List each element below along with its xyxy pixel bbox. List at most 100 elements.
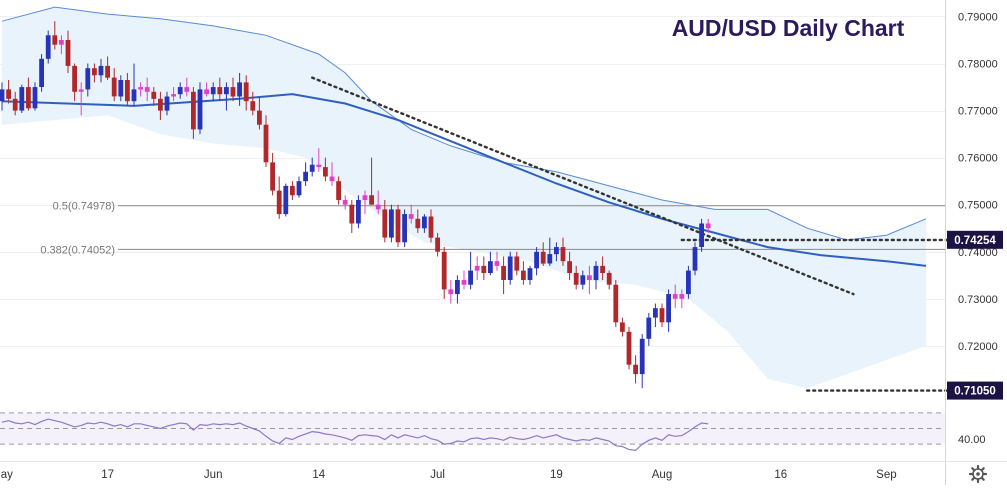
- candle-body: [507, 256, 513, 280]
- candle: [402, 209, 407, 248]
- candle: [224, 82, 229, 111]
- date-tick-label: 16: [774, 469, 787, 481]
- rsi-line: [1, 418, 709, 452]
- candle-body: [679, 294, 685, 299]
- candle: [12, 91, 18, 116]
- candle-body: [560, 247, 566, 262]
- candle: [92, 63, 97, 83]
- candle-body: [488, 261, 493, 273]
- candle: [593, 261, 599, 290]
- candle-body: [646, 317, 652, 339]
- candle: [474, 256, 480, 280]
- candle: [184, 77, 190, 97]
- candle: [171, 87, 176, 102]
- candle: [263, 115, 269, 168]
- candle-body: [270, 162, 275, 191]
- date-tick-label: Jul: [430, 469, 445, 481]
- date-tick-label: 19: [550, 469, 563, 481]
- candle-body: [184, 87, 190, 92]
- candle: [521, 261, 526, 285]
- candle-body: [600, 265, 605, 273]
- candle: [26, 77, 31, 111]
- candle: [191, 87, 196, 139]
- candle: [382, 200, 388, 243]
- candle-body: [395, 209, 401, 243]
- candle-body: [342, 200, 348, 205]
- candle-body: [204, 89, 209, 95]
- candle-body: [527, 268, 533, 280]
- candle: [375, 190, 381, 215]
- price-tag-bg: [947, 381, 1003, 400]
- candle: [131, 63, 137, 106]
- candle: [514, 251, 520, 276]
- candle: [356, 195, 361, 229]
- candle-body: [626, 331, 632, 365]
- trendline-0: [311, 76, 855, 296]
- candle-body: [547, 254, 553, 264]
- candle-body: [415, 218, 421, 229]
- candle-body: [257, 110, 262, 125]
- date-tick-label: 17: [101, 469, 114, 481]
- candle: [672, 284, 678, 309]
- candle-body: [659, 308, 665, 323]
- candle: [39, 54, 44, 92]
- candle: [250, 91, 256, 116]
- candle: [573, 265, 579, 290]
- candle: [59, 35, 64, 55]
- candle-body: [78, 89, 84, 92]
- candle-body: [296, 181, 302, 196]
- candle-body: [6, 89, 11, 99]
- candle: [309, 157, 315, 177]
- price-axis[interactable]: 0.79000 0.78000 0.77000 0.76000 0.75000 0.740…: [958, 11, 998, 352]
- date-axis[interactable]: May 17 Jun 14 Jul 19 Aug 16 Sep: [0, 469, 897, 481]
- candle-body: [356, 200, 361, 224]
- price-tick-label: 0.74000: [958, 247, 998, 259]
- price-tag-0: 0.74254: [947, 230, 1003, 249]
- candle: [125, 72, 130, 106]
- candle: [78, 82, 84, 116]
- candle: [270, 152, 275, 196]
- candle-body: [580, 275, 586, 285]
- candle-body: [389, 209, 394, 238]
- candle: [164, 91, 170, 116]
- candle-body: [362, 195, 368, 200]
- candle-body: [230, 87, 236, 97]
- candle-body: [349, 204, 355, 224]
- candle: [204, 82, 209, 97]
- candle-body: [217, 87, 223, 95]
- candle: [560, 237, 566, 266]
- candle-body: [534, 251, 539, 269]
- candle: [0, 82, 5, 111]
- candle-body: [45, 35, 51, 59]
- candle: [217, 77, 223, 102]
- candle-body: [613, 284, 619, 323]
- candle-body: [692, 247, 698, 271]
- candle: [369, 157, 374, 205]
- candle-body: [210, 87, 216, 95]
- candle: [243, 75, 249, 111]
- candle: [580, 270, 586, 290]
- moving-average: [1, 93, 927, 267]
- candle-body: [567, 261, 572, 273]
- fib-label-0: 0.5(0.74978): [53, 201, 115, 213]
- candle-body: [316, 164, 322, 168]
- candle: [19, 84, 25, 113]
- candle: [158, 91, 163, 120]
- fib-label-1: 0.382(0.74052): [40, 244, 115, 256]
- candle-body: [323, 167, 328, 177]
- candle: [210, 82, 216, 102]
- candle-body: [12, 98, 18, 111]
- candle-body: [408, 214, 414, 219]
- candle-body: [309, 164, 315, 172]
- candle-body: [639, 338, 645, 375]
- candle-body: [686, 270, 691, 295]
- candle: [633, 355, 638, 384]
- candle-body: [243, 82, 249, 102]
- candle-body: [620, 322, 625, 332]
- candle-body: [587, 275, 592, 280]
- date-tick-label: Jun: [204, 469, 223, 481]
- settings-gear-icon[interactable]: [968, 464, 988, 484]
- candle-body: [672, 294, 678, 299]
- candle-body: [474, 265, 480, 271]
